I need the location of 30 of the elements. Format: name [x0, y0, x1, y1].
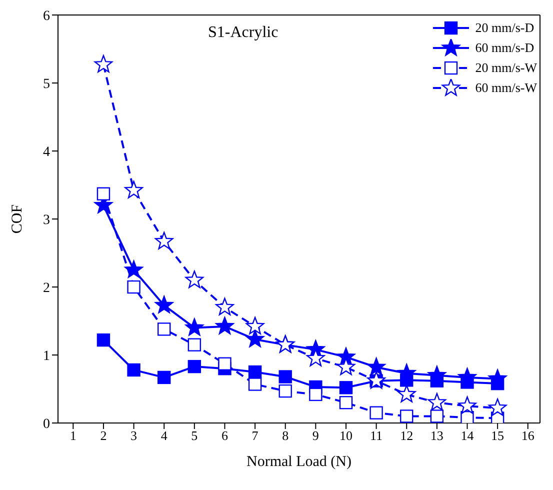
legend-label: 20 mm/s-W [475, 59, 537, 77]
x-tick-label: 13 [430, 428, 444, 444]
legend-label: 20 mm/s-D [475, 19, 534, 37]
x-tick-label: 6 [221, 428, 228, 444]
x-tick-label: 12 [400, 428, 414, 444]
y-tick-label: 4 [43, 144, 50, 160]
x-tick-label: 2 [100, 428, 107, 444]
x-tick-label: 9 [312, 428, 319, 444]
y-tick-label: 6 [43, 8, 50, 24]
x-tick-label: 4 [160, 428, 168, 444]
x-tick-label: 5 [191, 428, 198, 444]
legend-label: 60 mm/s-D [475, 39, 534, 57]
x-tick-label: 15 [491, 428, 504, 444]
y-axis-title: COF [9, 204, 26, 234]
y-tick-label: 1 [43, 348, 50, 364]
y-tick-label: 0 [43, 416, 50, 432]
y-tick-label: 3 [43, 212, 50, 228]
x-axis-title: Normal Load (N) [246, 454, 352, 470]
x-tick-label: 7 [252, 428, 259, 444]
legend-label: 60 mm/s-W [475, 79, 537, 97]
x-tick-label: 8 [282, 428, 289, 444]
text: S1-Acrylic [208, 24, 278, 42]
x-tick-label: 10 [339, 428, 352, 444]
x-tick-label: 16 [521, 428, 535, 444]
x-tick-label: 1 [70, 428, 76, 444]
y-tick-label: 5 [43, 76, 50, 92]
y-tick-label: 2 [43, 280, 50, 296]
x-tick-label: 3 [130, 428, 138, 444]
x-tick-label: 11 [370, 428, 383, 444]
x-tick-label: 14 [460, 428, 474, 444]
